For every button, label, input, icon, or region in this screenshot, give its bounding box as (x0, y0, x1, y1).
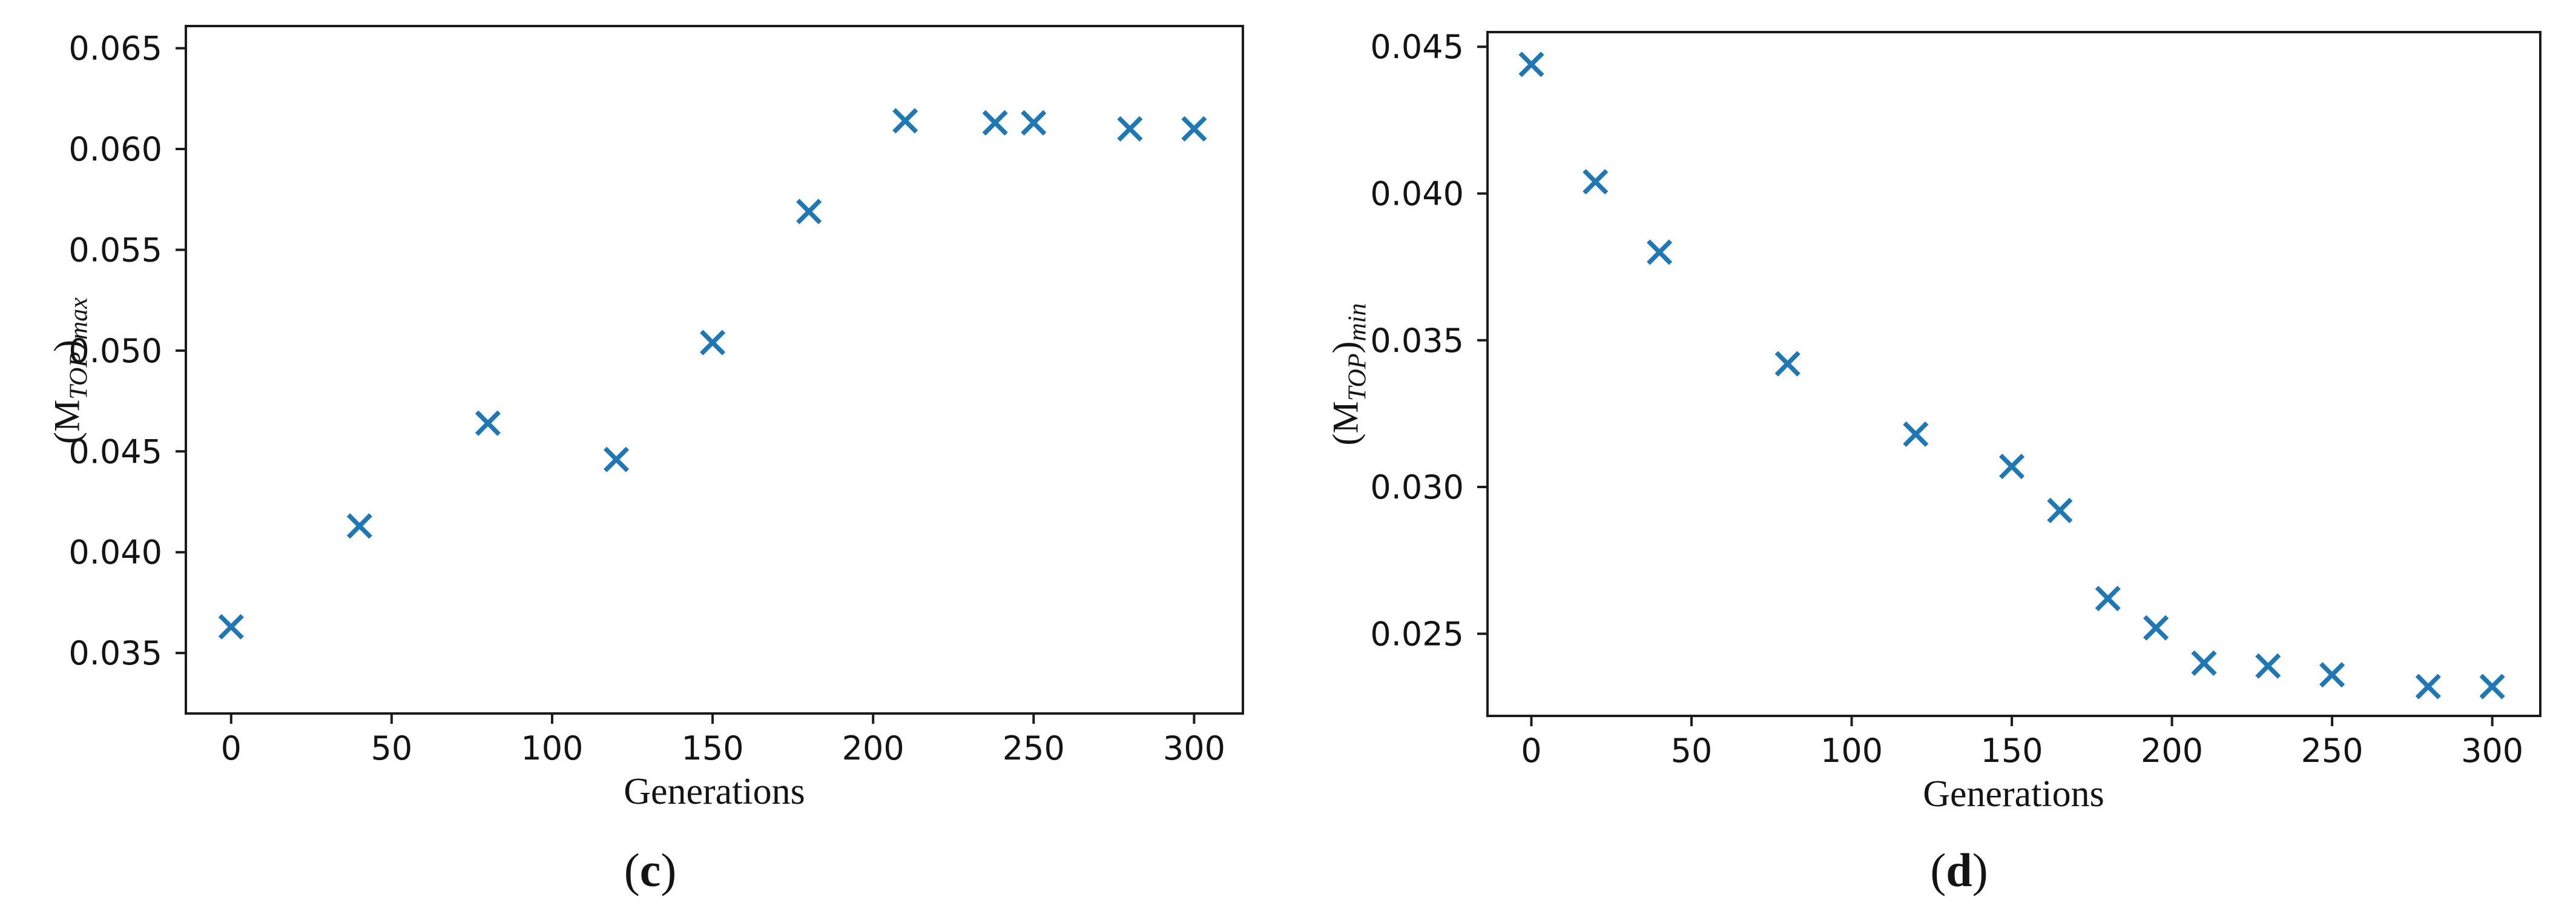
data-point-marker (892, 108, 918, 134)
caption-d: (d) (1930, 847, 1988, 894)
y-tick-label: 0.030 (1370, 468, 1464, 506)
data-point-marker (982, 110, 1008, 136)
y-tick-label: 0.025 (1370, 615, 1464, 653)
x-tick-label: 50 (371, 729, 413, 767)
data-point-marker (2415, 674, 2441, 700)
x-tick-label: 200 (842, 729, 904, 767)
x-axis-label-d: Generations (1923, 773, 2104, 815)
x-tick-label: 50 (1671, 732, 1713, 770)
data-point-marker (2095, 586, 2121, 612)
x-tick-label: 200 (2141, 732, 2203, 770)
y-tick-label: 0.035 (1370, 322, 1464, 360)
data-point-marker (1903, 421, 1929, 447)
y-axis-label-open: (M (47, 399, 87, 444)
y-axis-label-close: ) (47, 340, 87, 353)
y-axis-label-d: (MTOP)min (1325, 303, 1372, 446)
x-axis-label-c: Generations (624, 771, 805, 812)
caption-c-close: ) (660, 844, 677, 896)
caption-d-letter: d (1946, 844, 1972, 896)
data-point-marker (1583, 169, 1609, 195)
data-point-marker (1021, 110, 1047, 136)
data-point-marker (2143, 615, 2169, 641)
data-point-marker (1518, 51, 1544, 78)
y-tick-label: 0.040 (68, 534, 162, 572)
x-tick-label: 0 (1521, 732, 1541, 770)
y-tick-label: 0.050 (68, 332, 162, 370)
data-point-marker (700, 329, 726, 356)
data-point-marker (2191, 650, 2217, 676)
axes-frame (1486, 31, 2541, 717)
y-axis-label-sub-top: TOP (65, 352, 93, 400)
scatter-chart-d: 0 50 100 150 200 250 300 0.025 0.030 0.035 0.040 0.… (1370, 28, 2541, 770)
data-point-marker (218, 614, 244, 640)
data-point-marker (2319, 662, 2345, 688)
x-tick-label: 100 (521, 729, 583, 767)
caption-c-open: ( (624, 844, 640, 896)
data-point-marker (1774, 351, 1800, 377)
y-axis-label-open: (M (1325, 401, 1366, 446)
data-point-marker (1647, 239, 1673, 265)
y-axis-label-sub-top: TOP (1343, 353, 1372, 402)
axes-frame (185, 25, 1244, 715)
y-tick-label: 0.055 (68, 231, 162, 269)
y-axis-label-sub-min: min (1343, 303, 1372, 342)
x-tick-label: 100 (1820, 732, 1883, 770)
x-tick-label: 250 (2301, 732, 2364, 770)
x-tick-label: 300 (2461, 732, 2523, 770)
y-tick-label: 0.035 (68, 634, 162, 672)
scatter-chart-c: 0 50 100 150 200 250 300 0.035 0.040 0.045 0.050 0.… (68, 25, 1244, 767)
y-axis-label-c: (MTOP)max (47, 297, 93, 444)
y-tick-label: 0.065 (68, 30, 162, 68)
subplot-d: 0 50 100 150 200 250 300 0.025 0.030 0.035 0.040 0.… (1288, 0, 2576, 917)
caption-d-open: ( (1930, 844, 1946, 896)
data-point-marker (2255, 653, 2281, 679)
y-tick-label: 0.045 (68, 432, 162, 471)
x-tick-label: 0 (221, 729, 242, 767)
data-point-marker (796, 199, 822, 225)
data-point-marker (346, 513, 372, 539)
subplot-c: 0 50 100 150 200 250 300 0.035 0.040 0.045 0.050 0.… (47, 25, 1244, 894)
x-tick-label: 150 (1981, 732, 2043, 770)
data-point-marker (2047, 497, 2073, 523)
data-point-marker (1181, 116, 1207, 142)
y-tick-label: 0.060 (68, 130, 162, 168)
caption-c-letter: c (639, 844, 661, 896)
y-tick-label: 0.045 (1370, 28, 1464, 66)
data-point-marker (1999, 454, 2025, 480)
data-point-marker (475, 410, 501, 436)
caption-c: (c) (624, 847, 677, 894)
y-tick-label: 0.040 (1370, 175, 1464, 213)
data-point-marker (2479, 674, 2505, 700)
x-tick-label: 150 (682, 729, 744, 767)
data-point-marker (1117, 116, 1143, 142)
data-point-marker (603, 446, 630, 472)
caption-d-close: ) (1972, 844, 1988, 896)
y-axis-label-close: ) (1325, 341, 1366, 354)
x-tick-label: 250 (1003, 729, 1065, 767)
y-axis-label-sub-max: max (65, 297, 93, 340)
x-tick-label: 300 (1163, 729, 1225, 767)
